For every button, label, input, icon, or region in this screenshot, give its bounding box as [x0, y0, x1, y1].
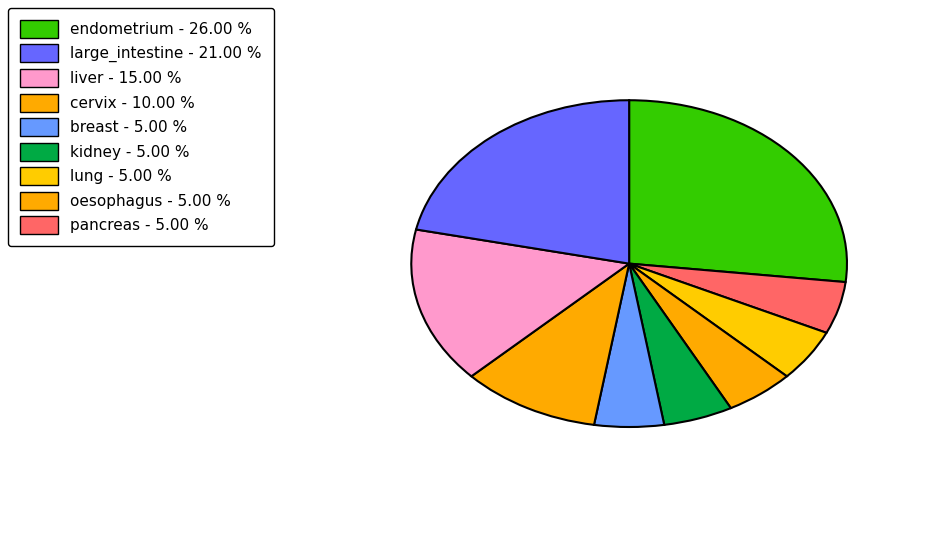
Legend: endometrium - 26.00 %, large_intestine - 21.00 %, liver - 15.00 %, cervix - 10.0: endometrium - 26.00 %, large_intestine -…: [8, 8, 274, 246]
Wedge shape: [629, 264, 787, 408]
Wedge shape: [416, 100, 629, 264]
Wedge shape: [411, 230, 629, 376]
Wedge shape: [594, 264, 664, 427]
Wedge shape: [629, 264, 826, 376]
Wedge shape: [629, 100, 847, 282]
Wedge shape: [629, 264, 731, 425]
Wedge shape: [629, 264, 846, 333]
Wedge shape: [471, 264, 629, 425]
